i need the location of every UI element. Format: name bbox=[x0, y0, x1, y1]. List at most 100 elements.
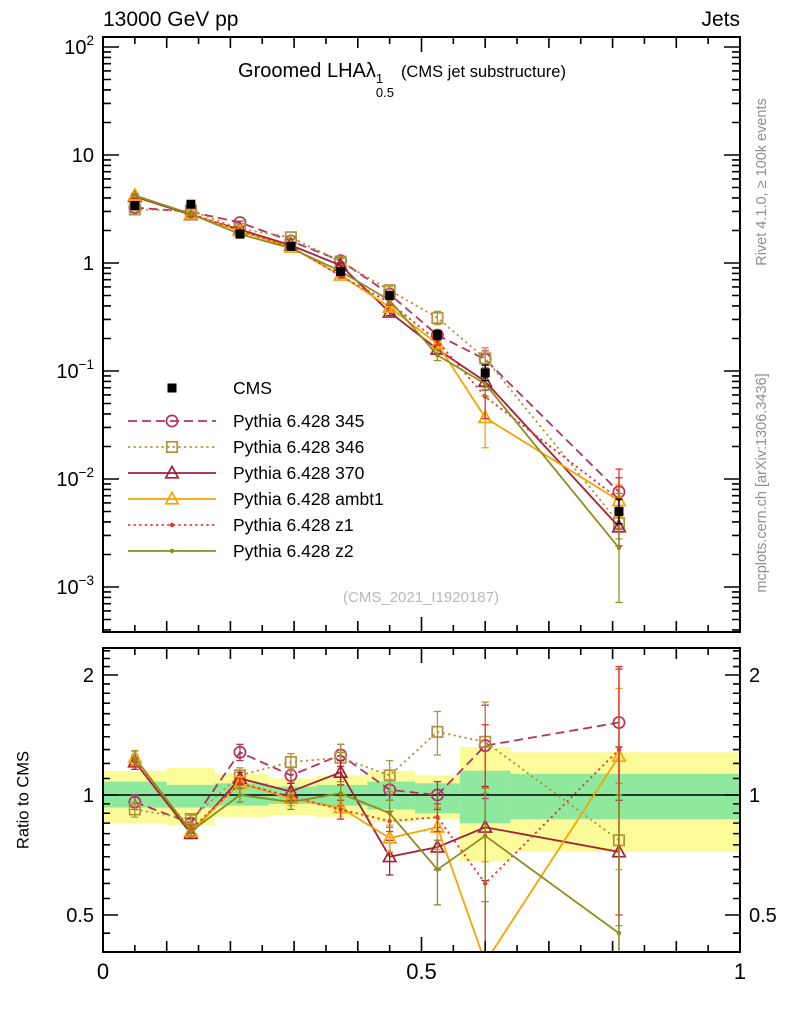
main-y-tick-label: 10 bbox=[72, 145, 94, 167]
marker-cms bbox=[614, 507, 624, 517]
legend-item-pythia-6-428-ambt1: Pythia 6.428 ambt1 bbox=[128, 489, 384, 509]
ratio-marker-pythia-6-428-ambt1 bbox=[479, 956, 491, 967]
ratio-marker-pythia-6-428-345 bbox=[233, 745, 247, 759]
axis-ticks bbox=[102, 37, 741, 952]
band-green-segment bbox=[510, 773, 740, 820]
legend-label-pythia-6-428-345: Pythia 6.428 345 bbox=[233, 411, 364, 431]
ratio-marker-pythia-6-428-z2 bbox=[288, 799, 294, 805]
series-line-pythia-6-428-370 bbox=[134, 195, 620, 528]
marker-cms bbox=[186, 199, 196, 209]
marker-pythia-6-428-ambt1 bbox=[382, 298, 398, 313]
analysis-group-label: Jets bbox=[701, 8, 740, 31]
ratio-marker-pythia-6-428-z1 bbox=[338, 807, 343, 812]
main-y-tick-label: 10−1 bbox=[56, 357, 94, 383]
series-main-pythia-6-428-ambt1 bbox=[127, 187, 627, 518]
analysis-id-watermark: (CMS_2021_I1920187) bbox=[343, 589, 499, 606]
ratio-marker-pythia-6-428-z2 bbox=[387, 811, 392, 816]
marker-pythia-6-428-z2 bbox=[616, 545, 622, 551]
title-prefix: Groomed LHA bbox=[238, 60, 366, 82]
legend-label-pythia-6-428-ambt1: Pythia 6.428 ambt1 bbox=[233, 489, 384, 509]
series-line-pythia-6-428-ambt1 bbox=[134, 194, 620, 502]
ratio-y-tick-label-right: 0.5 bbox=[749, 905, 777, 927]
marker-cms bbox=[130, 201, 140, 211]
ratio-marker-pythia-6-428-370 bbox=[332, 763, 349, 778]
series-ratio-pythia-6-428-ambt1 bbox=[127, 687, 627, 967]
main-y-tick-label: 1 bbox=[83, 253, 94, 275]
marker-cms bbox=[336, 267, 346, 277]
marker-pythia-6-428-ambt1 bbox=[127, 187, 143, 202]
ratio-marker-pythia-6-428-z2 bbox=[338, 791, 343, 796]
marker-cms bbox=[480, 368, 490, 378]
series-main-cms bbox=[130, 199, 624, 525]
x-tick-label: 1 bbox=[734, 959, 746, 984]
marker-pythia-6-428-346 bbox=[431, 311, 444, 324]
legend-item-cms: CMS bbox=[167, 378, 272, 398]
ratio-marker-pythia-6-428-370 bbox=[382, 848, 398, 863]
ratio-marker-pythia-6-428-370 bbox=[183, 825, 199, 840]
cms-uncertainty-bands bbox=[103, 746, 740, 862]
main-panel-frame bbox=[102, 36, 741, 633]
ratio-marker-pythia-6-428-345 bbox=[430, 788, 444, 802]
legend-marker-pythia-6-428-370 bbox=[164, 464, 180, 479]
series-line-pythia-6-428-346 bbox=[134, 208, 620, 524]
marker-pythia-6-428-ambt1 bbox=[477, 409, 493, 424]
legend-marker-pythia-6-428-z1 bbox=[169, 522, 175, 528]
marker-pythia-6-428-z2 bbox=[188, 211, 194, 217]
ratio-marker-pythia-6-428-z1 bbox=[237, 781, 243, 786]
series-line-pythia-6-428-z1 bbox=[134, 195, 620, 500]
marker-pythia-6-428-346 bbox=[479, 352, 492, 365]
legend-marker-cms bbox=[167, 383, 177, 393]
legend-item-pythia-6-428-345: Pythia 6.428 345 bbox=[128, 411, 364, 431]
title-supsub: 1 0.5 bbox=[376, 72, 394, 99]
ratio-marker-pythia-6-428-z2 bbox=[132, 755, 138, 760]
band-green-segment bbox=[166, 784, 215, 808]
ratio-marker-pythia-6-428-346 bbox=[383, 769, 396, 782]
ratio-marker-pythia-6-428-z2 bbox=[188, 829, 194, 834]
main-y-tick-label: 10−3 bbox=[56, 573, 94, 599]
legend-label-pythia-6-428-370: Pythia 6.428 370 bbox=[233, 463, 365, 483]
marker-cms bbox=[235, 229, 245, 239]
ratio-marker-pythia-6-428-346 bbox=[431, 725, 444, 738]
marker-cms bbox=[286, 241, 296, 251]
ratio-marker-pythia-6-428-z2 bbox=[616, 931, 622, 936]
ratio-axis-title: Ratio to CMS bbox=[14, 750, 33, 850]
series-ratio-pythia-6-428-z2 bbox=[131, 750, 623, 952]
legend-item-pythia-6-428-346: Pythia 6.428 346 bbox=[128, 437, 364, 457]
legend-marker-pythia-6-428-345 bbox=[165, 414, 179, 428]
beam-energy-label: 13000 GeV pp bbox=[103, 8, 239, 31]
x-tick-label: 0 bbox=[97, 959, 109, 984]
legend-item-pythia-6-428-z1: Pythia 6.428 z1 bbox=[128, 515, 354, 535]
plot-title: Groomed LHAλ 1 0.5 (CMS jet substructure) bbox=[238, 60, 566, 99]
marker-pythia-6-428-z2 bbox=[483, 381, 488, 387]
legend-label-pythia-6-428-346: Pythia 6.428 346 bbox=[233, 437, 364, 457]
ratio-y-tick-label-left: 1 bbox=[83, 785, 94, 807]
marker-pythia-6-428-ambt1 bbox=[429, 335, 446, 350]
main-y-tick-label: 102 bbox=[64, 33, 94, 59]
legend-label-pythia-6-428-z2: Pythia 6.428 z2 bbox=[233, 541, 354, 561]
ratio-y-tick-label-left: 2 bbox=[83, 665, 94, 687]
marker-pythia-6-428-z2 bbox=[435, 353, 440, 358]
marker-cms bbox=[432, 330, 442, 340]
title-subscript: 0.5 bbox=[375, 84, 394, 100]
legend-item-pythia-6-428-370: Pythia 6.428 370 bbox=[128, 463, 365, 483]
series-main-pythia-6-428-z2 bbox=[131, 192, 623, 604]
ratio-y-tick-label-right: 2 bbox=[749, 665, 760, 687]
legend-marker-pythia-6-428-ambt1 bbox=[164, 490, 180, 505]
marker-cms bbox=[385, 291, 395, 301]
ratio-marker-pythia-6-428-346 bbox=[284, 755, 297, 769]
series-main-pythia-6-428-z1 bbox=[131, 194, 623, 530]
legend-item-pythia-6-428-z2: Pythia 6.428 z2 bbox=[128, 541, 354, 561]
ratio-marker-pythia-6-428-z2 bbox=[237, 792, 243, 798]
series-main-pythia-6-428-345 bbox=[128, 201, 626, 507]
legend-marker-pythia-6-428-346 bbox=[165, 440, 179, 454]
ratio-y-tick-label-right: 1 bbox=[749, 785, 760, 807]
marker-pythia-6-428-z2 bbox=[132, 193, 138, 198]
legend-label-pythia-6-428-z1: Pythia 6.428 z1 bbox=[233, 515, 354, 535]
main-y-tick-label: 10−2 bbox=[56, 465, 94, 491]
ratio-marker-pythia-6-428-z1 bbox=[435, 814, 440, 820]
ratio-marker-pythia-6-428-z2 bbox=[435, 867, 440, 872]
ratio-marker-pythia-6-428-z1 bbox=[616, 747, 622, 752]
